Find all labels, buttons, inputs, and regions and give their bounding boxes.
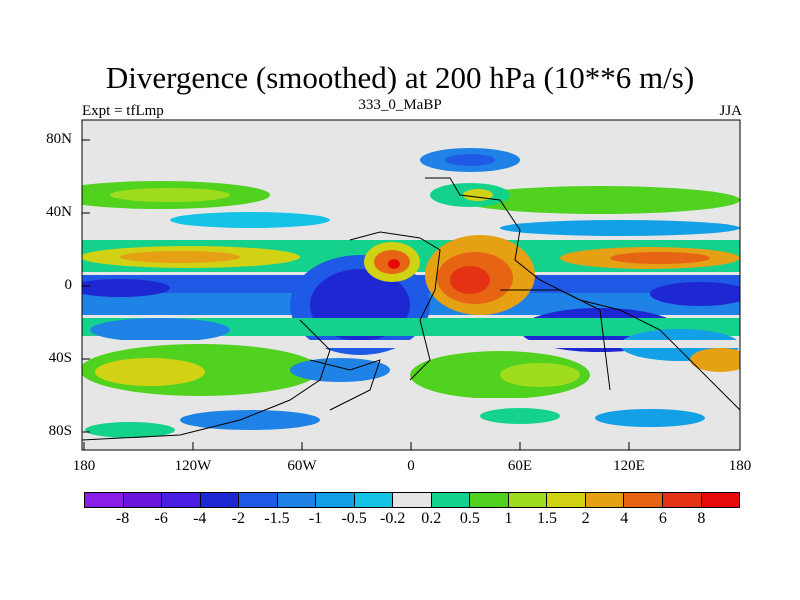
colorbar-label: -6 <box>154 510 168 527</box>
colorbar-swatch <box>354 493 394 507</box>
season-label: JJA <box>719 103 742 119</box>
colorbar-label: 6 <box>658 510 667 527</box>
lat-label: 80S <box>48 423 72 439</box>
lon-label: 60E <box>507 458 533 474</box>
colorbar-swatch <box>701 493 740 507</box>
colorbar-label: -1 <box>308 510 323 527</box>
colorbar-swatch <box>277 493 317 507</box>
colorbar-swatch <box>85 493 124 507</box>
colorbar-label: -0.2 <box>380 510 406 527</box>
lat-label: 40N <box>46 204 72 220</box>
colorbar-label: 1 <box>504 510 513 527</box>
contour-field <box>82 120 740 450</box>
colorbar-swatch <box>200 493 240 507</box>
coastlines <box>82 177 740 441</box>
colorbar-swatch <box>585 493 625 507</box>
colorbar-label: 4 <box>620 510 629 527</box>
colorbar-swatch <box>662 493 702 507</box>
colorbar-label: -1.5 <box>264 510 290 527</box>
colorbar-label: 0.5 <box>459 510 480 527</box>
plot-title: Divergence (smoothed) at 200 hPa (10**6 … <box>105 60 695 95</box>
lat-label: 0 <box>64 277 73 293</box>
lon-label: 60W <box>287 458 317 474</box>
colorbar-swatch <box>508 493 548 507</box>
colorbar-swatch <box>393 493 432 507</box>
colorbar-label: 1.5 <box>537 510 558 527</box>
colorbar-swatch <box>123 493 163 507</box>
lon-label: 0 <box>407 458 415 474</box>
colorbar-swatch <box>162 493 201 507</box>
lon-label: 120E <box>613 458 645 474</box>
colorbar <box>84 492 740 508</box>
colorbar-label: 0.2 <box>421 510 442 527</box>
colorbar-swatch <box>239 493 278 507</box>
colorbar-swatch <box>470 493 509 507</box>
colorbar-label: -2 <box>231 510 245 527</box>
colorbar-label: 2 <box>581 510 590 527</box>
colorbar-label: -0.5 <box>341 510 367 527</box>
lon-label: 180 <box>72 458 96 474</box>
colorbar-swatch <box>431 493 471 507</box>
lon-label: 180 <box>728 458 752 474</box>
colorbar-swatch <box>624 493 663 507</box>
colorbar-swatch <box>547 493 586 507</box>
colorbar-swatch <box>316 493 355 507</box>
lat-label: 40S <box>48 350 72 366</box>
experiment-label: Expt = tfLmp <box>82 103 164 119</box>
period-label: 333_0_MaBP <box>358 97 442 113</box>
colorbar-label: 8 <box>697 510 706 527</box>
lon-label: 120W <box>174 458 212 474</box>
colorbar-label: -4 <box>193 510 207 527</box>
colorbar-label: -8 <box>115 510 130 527</box>
lat-label: 80N <box>46 131 72 147</box>
